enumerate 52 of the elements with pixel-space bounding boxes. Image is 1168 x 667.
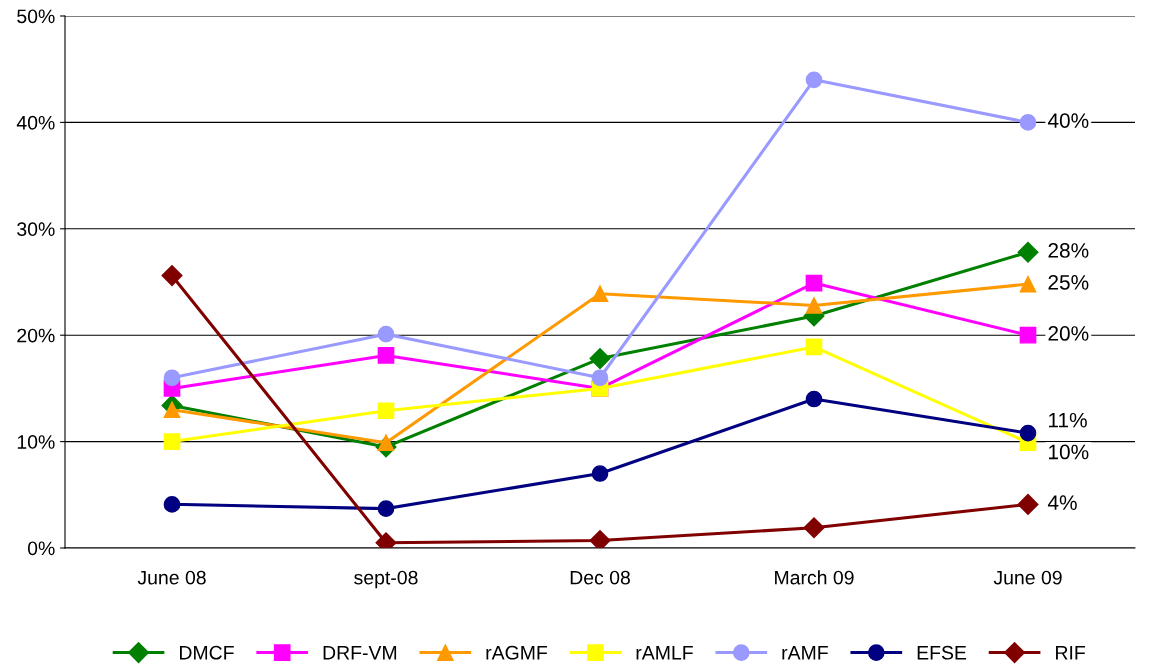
- y-tick-label: 50%: [17, 9, 55, 24]
- point: [1019, 424, 1037, 442]
- point: [1017, 493, 1039, 515]
- legend-label: rAGMF: [486, 645, 548, 660]
- y-tick-label: 10%: [17, 435, 55, 449]
- point: [805, 390, 823, 408]
- y-tick-label: 20%: [17, 328, 55, 343]
- point: [591, 465, 609, 482]
- x-tick-label: June 09: [993, 570, 1062, 585]
- data-label: 20%: [1048, 326, 1089, 341]
- point: [161, 265, 183, 287]
- point: [805, 297, 823, 314]
- x-tick-label: sept-08: [354, 570, 418, 589]
- point: [377, 500, 395, 517]
- legend-label: rAMLF: [636, 646, 693, 660]
- legend-label: EFSE: [917, 645, 967, 660]
- point: [591, 369, 609, 387]
- point: [589, 348, 611, 370]
- data-label: 10%: [1049, 444, 1089, 460]
- point: [591, 285, 609, 303]
- legend-label: DRF-VM: [323, 646, 397, 660]
- data-label: 25%: [1048, 274, 1089, 290]
- point: [377, 402, 395, 420]
- point: [1019, 326, 1037, 344]
- point: [589, 530, 611, 548]
- data-label: 4%: [1047, 495, 1077, 510]
- y-tick-label: 30%: [17, 222, 55, 237]
- point: [163, 433, 181, 450]
- legend-label: DMCF: [180, 645, 234, 660]
- point: [1017, 241, 1039, 263]
- point: [805, 274, 823, 292]
- data-label: 40%: [1047, 113, 1089, 128]
- y-tick-label: 40%: [16, 115, 55, 130]
- data-label: 28%: [1048, 243, 1089, 258]
- legend-label: RIF: [1056, 646, 1085, 660]
- x-tick-label: Dec 08: [570, 570, 630, 585]
- point: [377, 325, 395, 343]
- point: [163, 496, 181, 513]
- x-tick-label: June 08: [137, 570, 206, 585]
- point: [163, 401, 181, 419]
- data-label: 11%: [1049, 412, 1087, 428]
- y-tick-label: 0%: [27, 541, 55, 556]
- point: [377, 347, 395, 364]
- point: [163, 369, 181, 387]
- legend-label: rAMF: [782, 646, 828, 660]
- point: [1019, 114, 1037, 131]
- x-tick-label: March 09: [775, 570, 854, 585]
- point: [803, 517, 825, 539]
- point: [1019, 275, 1037, 293]
- point: [377, 434, 395, 451]
- point: [805, 71, 823, 89]
- point: [805, 338, 823, 356]
